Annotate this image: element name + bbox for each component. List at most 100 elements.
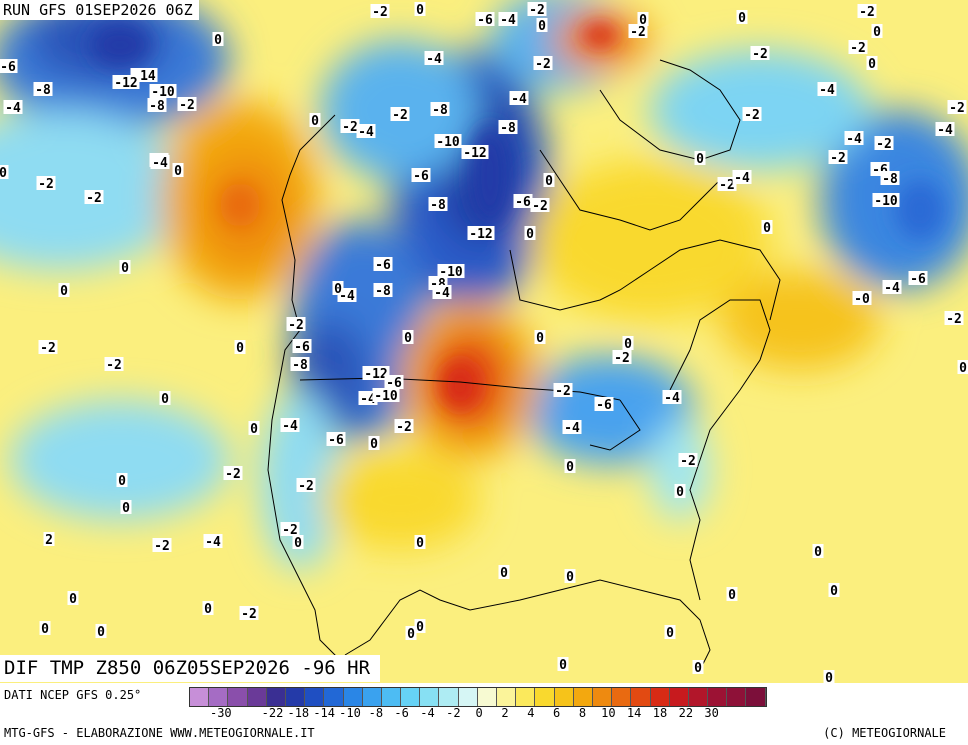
value-label-box xyxy=(761,220,773,234)
value-label: -2 xyxy=(555,384,571,399)
value-label: -6 xyxy=(413,169,429,184)
value-label: 0 xyxy=(500,566,508,581)
color-scale-tick: 6 xyxy=(553,706,561,720)
value-label-box xyxy=(874,136,894,150)
value-label: -6 xyxy=(328,433,344,448)
value-label-box xyxy=(553,383,573,397)
value-label: 0 xyxy=(666,626,674,641)
color-swatch xyxy=(573,688,593,706)
value-label: 0 xyxy=(41,622,49,637)
value-label: -4 xyxy=(152,156,168,171)
color-swatch xyxy=(285,688,306,706)
value-label: -2 xyxy=(949,101,965,116)
value-label: 0 xyxy=(959,361,967,376)
color-scale-tick: -8 xyxy=(368,706,384,720)
value-label: -6 xyxy=(910,272,926,287)
value-label: -10 xyxy=(374,389,398,404)
value-label-box xyxy=(370,4,390,18)
value-label: -2 xyxy=(86,191,102,206)
value-label-box xyxy=(742,107,762,121)
value-label-box xyxy=(149,84,177,98)
value-label: -4 xyxy=(664,391,680,406)
value-label-box xyxy=(58,283,70,297)
value-label: -2 xyxy=(342,120,358,135)
color-swatch xyxy=(727,688,747,706)
value-label: -8 xyxy=(432,103,448,118)
value-label-box xyxy=(857,4,877,18)
color-swatch xyxy=(343,688,363,706)
color-swatch xyxy=(362,688,382,706)
value-label: 0 xyxy=(763,221,771,236)
value-label: 0 xyxy=(122,501,130,516)
value-label-box xyxy=(405,626,417,640)
value-label-box xyxy=(150,155,170,169)
value-label-box xyxy=(428,197,448,211)
value-label-box xyxy=(95,624,107,638)
value-label: -2 xyxy=(154,539,170,554)
value-label-box xyxy=(437,264,465,278)
value-label: -6 xyxy=(294,340,310,355)
value-label-box xyxy=(594,397,614,411)
value-label: -4 xyxy=(205,535,221,550)
value-label-box xyxy=(536,18,548,32)
color-swatch xyxy=(612,688,632,706)
value-label-box xyxy=(39,621,51,635)
value-label-box xyxy=(509,91,529,105)
color-scale-tick: -30 xyxy=(209,706,232,720)
value-label: -2 xyxy=(614,351,630,366)
value-label-box xyxy=(38,340,58,354)
value-label-box xyxy=(203,534,223,548)
value-label-box xyxy=(694,151,706,165)
value-label-box xyxy=(147,98,167,112)
color-swatch xyxy=(669,688,689,706)
value-label-box xyxy=(543,173,555,187)
color-scale-tick: -4 xyxy=(420,706,435,720)
color-swatch xyxy=(266,688,286,706)
value-label-box xyxy=(513,194,533,208)
value-label-box xyxy=(852,291,872,305)
value-label-box xyxy=(116,473,128,487)
value-label-box xyxy=(373,257,393,271)
value-label-box xyxy=(0,165,9,179)
value-label: -10 xyxy=(436,135,460,150)
value-label-box xyxy=(296,478,316,492)
value-label: -2 xyxy=(40,341,56,356)
value-label-box xyxy=(678,453,698,467)
value-label: -4 xyxy=(500,13,516,28)
value-label: 0 xyxy=(0,166,7,181)
color-swatch xyxy=(746,688,766,706)
value-label-box xyxy=(461,145,489,159)
color-swatch xyxy=(401,688,421,706)
value-label-box xyxy=(717,177,737,191)
value-label: -12 xyxy=(463,146,486,161)
color-scale-ticks: -30 -22 -18 -14 -10 -8 -6 -4 -2 0 2 4 6 8 10 14 18 22 30 xyxy=(189,706,964,722)
value-label-box xyxy=(812,544,824,558)
value-label-box xyxy=(152,538,172,552)
color-scale-tick: -14 xyxy=(313,706,335,720)
value-label-box xyxy=(628,24,648,38)
value-label-box xyxy=(882,280,902,294)
value-label: -2 xyxy=(225,467,241,482)
value-label: 0 xyxy=(830,584,838,599)
value-label: -2 xyxy=(680,454,696,469)
value-label: -8 xyxy=(430,198,446,213)
value-label: 0 xyxy=(538,19,546,34)
color-swatch xyxy=(458,688,478,706)
value-label: -8 xyxy=(292,358,308,373)
color-swatch xyxy=(190,688,210,706)
value-label-box xyxy=(828,583,840,597)
value-label: -8 xyxy=(35,83,51,98)
value-label-box xyxy=(286,317,306,331)
value-label-box xyxy=(424,51,444,65)
value-label-box xyxy=(280,418,300,432)
value-label: -2 xyxy=(946,312,962,327)
value-label: -6 xyxy=(477,13,493,28)
anomaly-value-labels: 0-2-6 -4-20 0-20 -20-20-6-8-14-12-10-8 -20-4… xyxy=(0,2,968,683)
value-label: 0 xyxy=(728,588,736,603)
value-label-box xyxy=(212,32,224,46)
value-label-box xyxy=(637,12,649,26)
color-scale-tick: 8 xyxy=(578,706,587,720)
field-title: DIF TMP Z850 06Z05SEP2026 -96 HR xyxy=(0,655,381,682)
value-label: 0 xyxy=(536,331,544,346)
value-label-box xyxy=(414,535,426,549)
